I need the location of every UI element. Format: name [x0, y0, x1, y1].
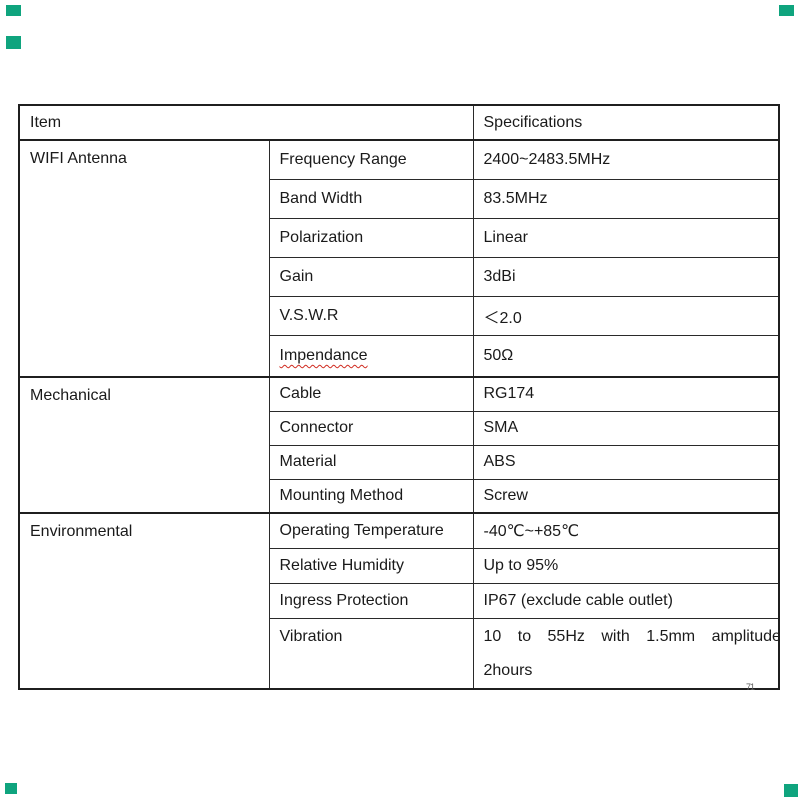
- corner-marker: [6, 5, 21, 16]
- table-row: Polarization Linear: [19, 217, 780, 258]
- table-row: WIFI Antenna Frequency Range 2400~2483.5…: [18, 139, 780, 378]
- value-cell: 83.5MHz: [472, 178, 780, 219]
- value-cell: SMA: [472, 410, 780, 446]
- value-cell: RG174: [472, 376, 780, 412]
- table-row: Ingress Protection IP67 (exclude cable o…: [19, 582, 780, 619]
- table-row: Gain 3dBi: [19, 256, 780, 297]
- specifications-table: Item Specifications WIFI Antenna Frequen…: [18, 104, 780, 690]
- value-cell: ABS: [472, 444, 780, 480]
- page-corner-artifact: 71: [746, 682, 755, 692]
- corner-marker: [5, 783, 17, 794]
- value-cell: Screw: [472, 478, 780, 514]
- corner-marker: [6, 36, 21, 49]
- header-item-cell: Item: [18, 104, 474, 141]
- table-row: Impendance 50Ω: [19, 334, 780, 378]
- value-cell: ＜2.0: [472, 295, 780, 336]
- param-cell: Ingress Protection: [268, 582, 474, 619]
- table-row: Mechanical Cable RG174: [18, 376, 780, 514]
- param-cell: Impendance: [268, 334, 474, 378]
- param-label-misspelled: Impendance: [279, 346, 368, 364]
- category-cell-environmental: Environmental: [18, 512, 270, 689]
- param-cell: V.S.W.R: [268, 295, 474, 336]
- table-row: Band Width 83.5MHz: [19, 178, 780, 219]
- table-row: Mounting Method Screw: [19, 478, 780, 514]
- corner-marker: [779, 5, 794, 16]
- table-row: V.S.W.R ＜2.0: [19, 295, 780, 336]
- param-cell: Connector: [268, 410, 474, 446]
- value-cell: 3dBi: [472, 256, 780, 297]
- param-cell: Operating Temperature: [268, 512, 474, 549]
- value-cell: Linear: [472, 217, 780, 258]
- value-cell: 10 to 55Hz with 1.5mm amplitude 2hours: [472, 617, 780, 689]
- table-header-row: Item Specifications: [18, 104, 780, 141]
- value-cell: 50Ω: [472, 334, 780, 378]
- value-cell: -40℃~+85℃: [472, 512, 780, 549]
- table-row: Environmental Operating Temperature -40℃…: [18, 512, 780, 689]
- vibration-value-line1: 10 to 55Hz with 1.5mm amplitude: [483, 627, 779, 645]
- corner-marker: [784, 784, 798, 797]
- vibration-value-line2: 2hours: [483, 661, 533, 679]
- param-cell: Relative Humidity: [268, 547, 474, 584]
- table-row: Vibration 10 to 55Hz with 1.5mm amplitud…: [19, 617, 780, 689]
- table-row: Material ABS: [19, 444, 780, 480]
- param-cell: Vibration: [268, 617, 474, 689]
- category-cell-wifi-antenna: WIFI Antenna: [18, 139, 270, 378]
- param-cell: Polarization: [268, 217, 474, 258]
- value-cell: Up to 95%: [472, 547, 780, 584]
- param-cell: Cable: [268, 376, 474, 412]
- value-cell: IP67 (exclude cable outlet): [472, 582, 780, 619]
- param-cell: Mounting Method: [268, 478, 474, 514]
- param-cell: Band Width: [268, 178, 474, 219]
- header-specifications-cell: Specifications: [472, 104, 780, 141]
- value-cell: 2400~2483.5MHz: [472, 139, 780, 180]
- category-cell-mechanical: Mechanical: [18, 376, 270, 514]
- param-cell: Gain: [268, 256, 474, 297]
- param-cell: Material: [268, 444, 474, 480]
- param-cell: Frequency Range: [268, 139, 474, 180]
- table-row: Connector SMA: [19, 410, 780, 446]
